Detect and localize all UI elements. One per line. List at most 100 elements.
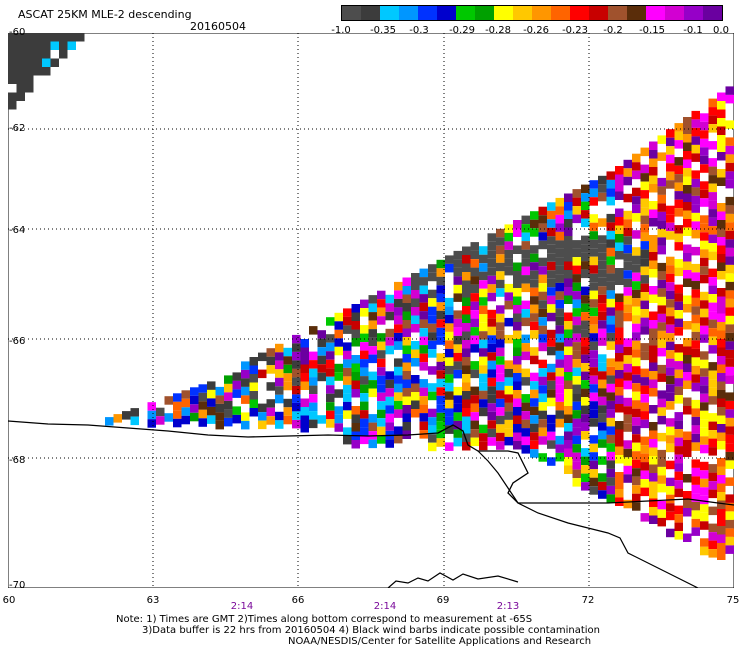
data-cell	[496, 288, 505, 297]
data-cell	[666, 222, 675, 232]
data-cell	[606, 375, 615, 384]
data-cell	[462, 433, 471, 442]
data-cell	[419, 277, 428, 286]
data-cell	[700, 402, 709, 411]
data-cell	[589, 401, 598, 410]
data-cell	[572, 257, 581, 266]
data-cell	[190, 412, 199, 422]
data-cell	[16, 84, 25, 93]
data-cell	[606, 196, 615, 206]
data-cell	[581, 397, 590, 406]
data-cell	[394, 409, 403, 418]
data-cell	[572, 197, 581, 207]
longitude-label: 69	[436, 595, 450, 606]
data-cell	[402, 354, 411, 363]
data-cell	[691, 365, 700, 375]
data-cell	[547, 227, 556, 237]
data-cell	[8, 75, 17, 84]
latitude-label: -64	[9, 225, 26, 236]
data-cell	[572, 367, 581, 377]
data-cell	[615, 183, 624, 192]
data-cell	[572, 316, 581, 326]
data-cell	[623, 338, 632, 347]
data-cell	[589, 333, 598, 342]
data-cell	[623, 355, 632, 364]
data-cell	[657, 500, 666, 510]
data-cell	[42, 41, 51, 50]
data-cell	[564, 431, 573, 440]
data-cell	[394, 332, 403, 342]
data-cell	[640, 164, 649, 174]
data-cell	[487, 343, 496, 353]
data-cell	[657, 313, 666, 323]
data-cell	[572, 461, 581, 470]
data-cell	[717, 271, 726, 280]
data-cell	[470, 420, 479, 430]
data-cell	[411, 409, 420, 418]
data-cell	[717, 466, 726, 475]
data-cell	[725, 519, 734, 529]
data-cell	[76, 33, 85, 42]
data-cell	[674, 157, 683, 166]
data-cell	[360, 401, 369, 411]
data-cell	[623, 253, 632, 262]
data-cell	[674, 395, 683, 404]
data-cell	[674, 531, 683, 540]
data-cell	[640, 394, 649, 403]
data-cell	[283, 373, 292, 382]
data-cell	[717, 228, 726, 237]
data-cell	[513, 347, 522, 356]
data-cell	[606, 298, 615, 308]
data-cell	[368, 388, 377, 398]
data-cell	[640, 351, 649, 361]
colorbar-swatch	[684, 6, 703, 20]
data-cell	[33, 41, 42, 50]
data-cell	[632, 468, 641, 477]
data-cell	[292, 402, 301, 412]
data-cell	[640, 241, 649, 250]
data-cell	[572, 308, 581, 317]
data-cell	[317, 372, 326, 382]
data-cell	[385, 439, 394, 448]
data-cell	[258, 420, 267, 430]
data-cell	[708, 362, 717, 371]
data-cell	[606, 468, 615, 478]
data-cell	[572, 444, 581, 453]
data-cell	[598, 413, 607, 423]
data-cell	[598, 362, 607, 372]
data-cell	[453, 327, 462, 336]
data-cell	[632, 417, 641, 426]
data-cell	[623, 465, 632, 475]
data-cell	[538, 453, 547, 462]
data-cell	[215, 403, 224, 413]
data-cell	[700, 546, 709, 556]
data-cell	[147, 419, 156, 428]
data-cell	[470, 267, 479, 277]
data-cell	[700, 155, 709, 165]
data-cell	[708, 489, 717, 499]
data-cell	[521, 394, 530, 403]
data-cell	[657, 517, 666, 527]
data-cell	[717, 526, 726, 535]
data-cell	[385, 345, 394, 355]
data-cell	[708, 387, 717, 397]
data-cell	[343, 350, 352, 360]
data-cell	[606, 264, 615, 274]
data-cell	[8, 50, 17, 59]
colorbar-swatch	[380, 6, 399, 20]
data-cell	[343, 359, 352, 368]
data-cell	[496, 322, 505, 331]
data-cell	[572, 240, 581, 249]
data-cell	[351, 389, 360, 398]
data-cell	[538, 334, 547, 343]
coastline-bay	[387, 572, 519, 588]
data-cell	[615, 234, 624, 243]
data-cell	[683, 278, 692, 287]
data-cell	[717, 135, 726, 144]
data-cell	[581, 210, 590, 219]
data-cell	[25, 50, 34, 59]
data-cell	[615, 395, 624, 404]
data-cell	[232, 372, 241, 381]
data-cell	[632, 442, 641, 452]
data-cell	[708, 166, 717, 176]
